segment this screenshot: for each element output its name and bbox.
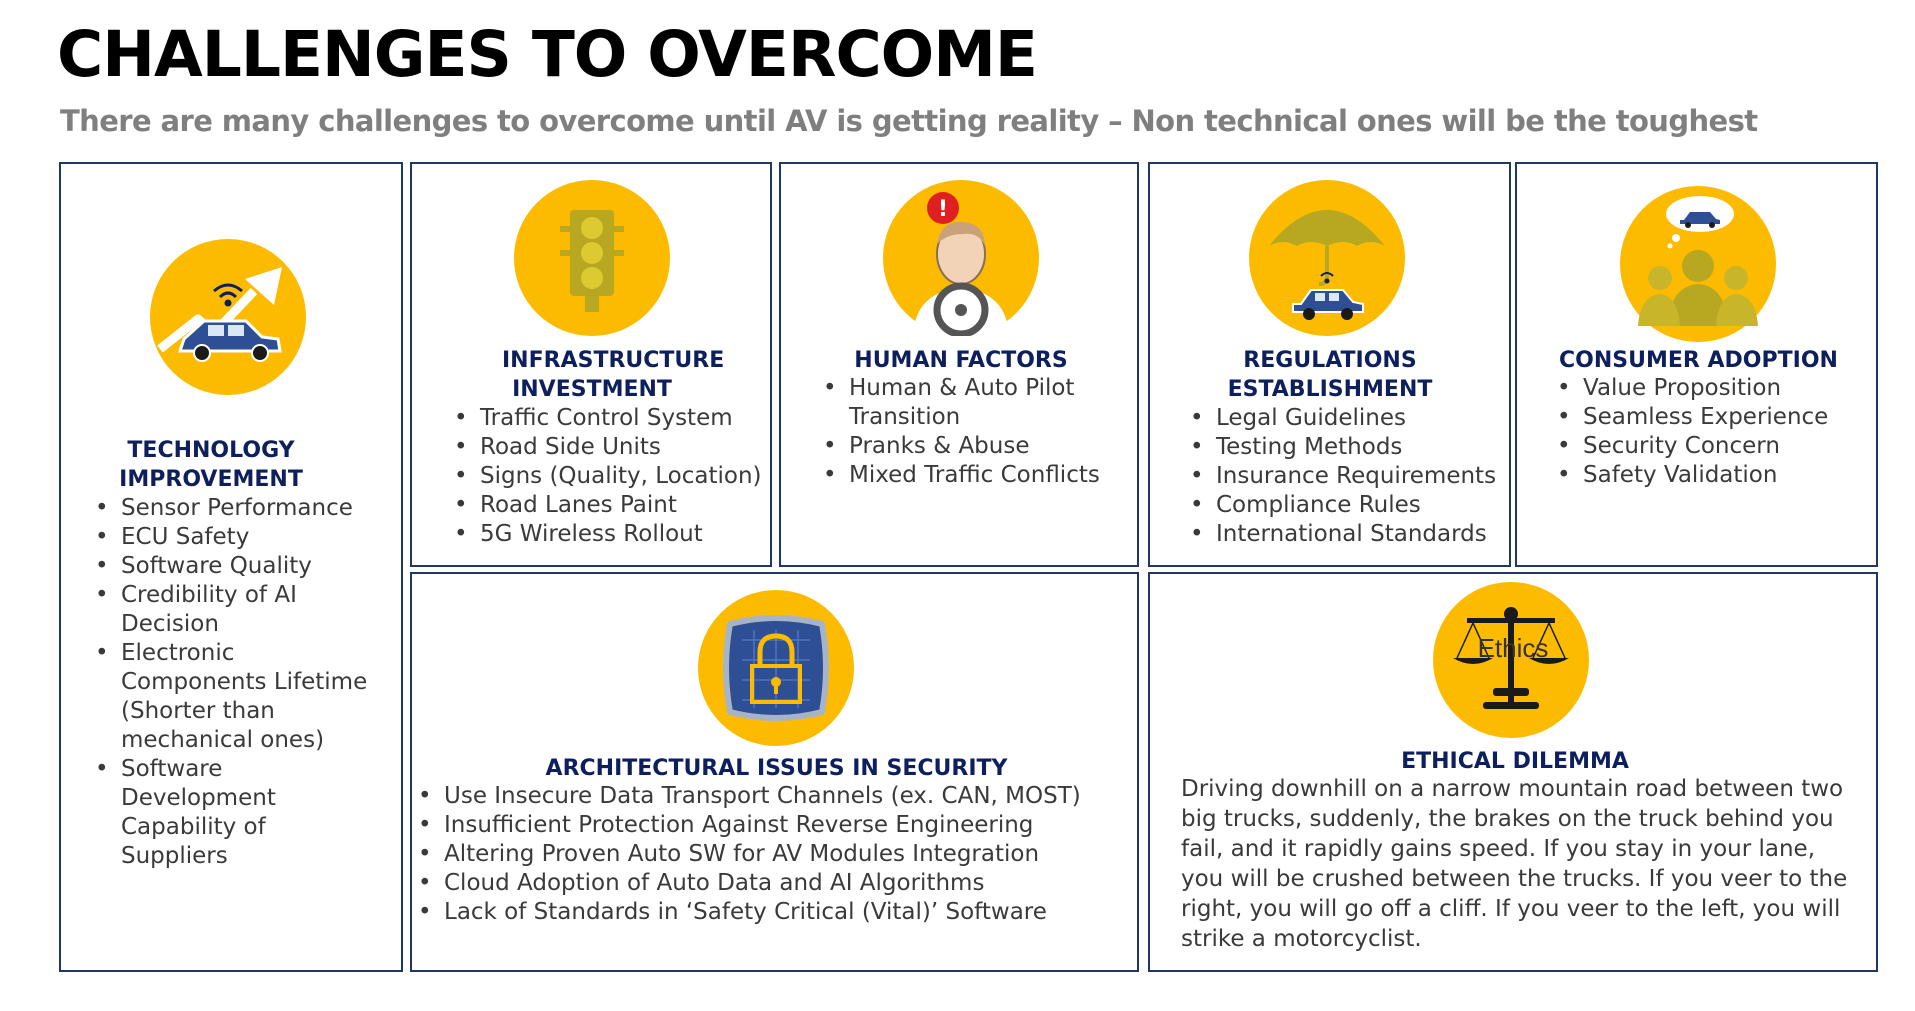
card-regulations-list: Legal Guidelines Testing Methods Insuran… [1188,404,1510,549]
card-ethics: Ethics ETHICAL DILEMMA Driving downhill … [1148,572,1878,972]
card-regulations: REGULATIONS ESTABLISHMENT Legal Guidelin… [1148,162,1511,567]
card-human-heading: HUMAN FACTORS [854,348,1068,373]
list-item: Insurance Requirements [1188,462,1510,491]
card-technology: TECHNOLOGY IMPROVEMENT Sensor Performanc… [59,162,403,972]
list-item: Seamless Experience [1555,403,1875,432]
card-consumer: CONSUMER ADOPTION Value Proposition Seam… [1515,162,1878,567]
ethics-icon-label: Ethics [1478,633,1549,663]
card-infrastructure-list: Traffic Control System Road Side Units S… [452,404,772,549]
list-item: Traffic Control System [452,404,772,433]
list-item: Value Proposition [1555,374,1875,403]
list-item: ECU Safety [93,523,383,552]
traffic-light-icon [514,180,670,336]
card-security-list: Use Insecure Data Transport Channels (ex… [416,782,1131,927]
list-item: 5G Wireless Rollout [452,520,772,549]
card-security-heading: ARCHITECTURAL ISSUES IN SECURITY [545,756,1008,781]
list-item: Software Quality [93,552,383,581]
page-title: CHALLENGES TO OVERCOME [57,18,1038,91]
list-item: Sensor Performance [93,494,383,523]
card-human: ! HUMAN FACTORS Human & Auto Pilot Trans… [779,162,1139,567]
card-consumer-heading: CONSUMER ADOPTION [1559,348,1838,373]
list-item: Altering Proven Auto SW for AV Modules I… [416,840,1131,869]
list-item: Pranks & Abuse [821,432,1131,461]
list-item: Use Insecure Data Transport Channels (ex… [416,782,1131,811]
list-item: Software Development Capability of Suppl… [93,755,321,871]
list-item: Legal Guidelines [1188,404,1510,433]
connected-car-growth-icon [150,239,306,395]
list-item: Security Concern [1555,432,1875,461]
svg-text:!: ! [938,197,948,222]
people-thinking-car-icon [1620,186,1776,342]
list-item: Compliance Rules [1188,491,1510,520]
card-ethics-heading: ETHICAL DILEMMA [1401,749,1629,774]
list-item: Credibility of AI Decision [93,581,321,639]
list-item: Mixed Traffic Conflicts [821,461,1131,490]
ethics-scales-icon: Ethics [1433,582,1589,738]
card-technology-heading: TECHNOLOGY IMPROVEMENT [119,438,303,492]
list-item: Insufficient Protection Against Reverse … [416,811,1131,840]
list-item: Road Side Units [452,433,772,462]
list-item: Road Lanes Paint [452,491,772,520]
card-ethics-text: Driving downhill on a narrow mountain ro… [1181,776,1848,952]
list-item: Lack of Standards in ‘Safety Critical (V… [416,898,1131,927]
list-item: Signs (Quality, Location) [452,462,772,491]
page-subtitle: There are many challenges to overcome un… [60,104,1758,138]
list-item: Safety Validation [1555,461,1875,490]
list-item: International Standards [1188,520,1510,549]
card-regulations-heading: REGULATIONS ESTABLISHMENT [1227,348,1433,402]
card-technology-list: Sensor Performance ECU Safety Software Q… [93,494,383,871]
card-infrastructure: INFRASTRUCTURE INVESTMENT Traffic Contro… [410,162,772,567]
padlock-circuit-icon [698,590,854,746]
list-item: Human & Auto Pilot Transition [821,374,1099,432]
list-item: Electronic Components Lifetime (Shorter … [93,639,383,755]
card-human-list: Human & Auto Pilot Transition Pranks & A… [821,374,1131,490]
card-security: ARCHITECTURAL ISSUES IN SECURITY Use Ins… [410,572,1139,972]
card-consumer-list: Value Proposition Seamless Experience Se… [1555,374,1875,490]
list-item: Testing Methods [1188,433,1510,462]
driver-alert-icon: ! [883,180,1039,336]
umbrella-car-icon [1249,180,1405,336]
card-infrastructure-heading: INFRASTRUCTURE INVESTMENT [502,348,725,402]
list-item: Cloud Adoption of Auto Data and AI Algor… [416,869,1131,898]
